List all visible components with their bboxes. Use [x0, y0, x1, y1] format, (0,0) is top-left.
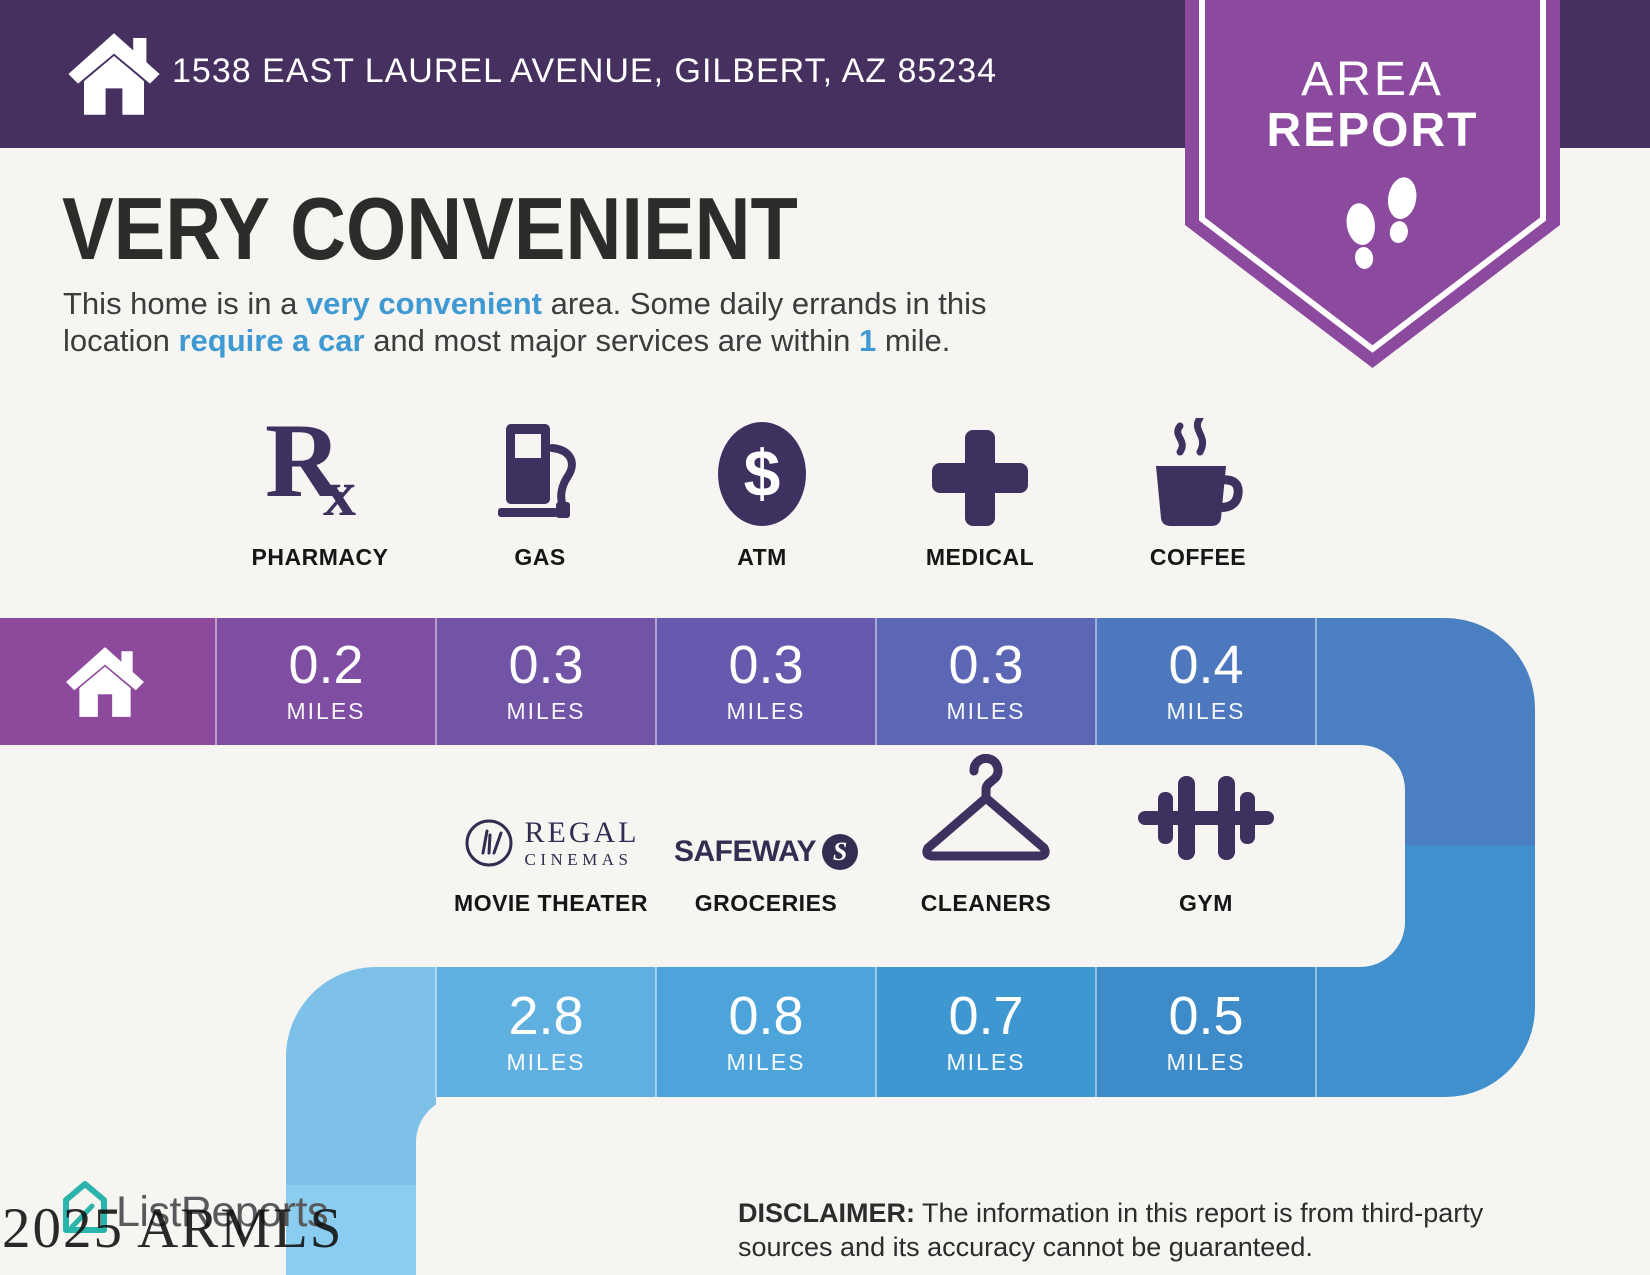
regal-wordmark: REGAL	[524, 816, 640, 849]
hanger-icon	[922, 754, 1050, 861]
safeway-wordmark: SAFEWAY	[673, 835, 817, 868]
coffee-cup-icon	[1156, 418, 1243, 526]
regal-emblem-icon	[465, 819, 512, 867]
poi-groceries: SAFEWAY S GROCERIES	[656, 752, 876, 917]
page-title: VERY CONVENIENT	[62, 179, 798, 278]
intro-text-3: and most major services are within	[364, 323, 860, 358]
rx-R: R	[265, 402, 342, 519]
distance-cell-coffee: 0.4 MILES	[1096, 618, 1316, 745]
regal-cinemas-logo: REGAL CINEMAS	[463, 816, 640, 870]
poi-label: MOVIE THEATER	[454, 890, 648, 916]
medical-cross-icon	[932, 430, 1028, 526]
distance-cell-cleaners: 0.7 MILES	[876, 967, 1096, 1097]
safeway-logo: SAFEWAY S	[673, 834, 859, 870]
distance-cell-atm: 0.3 MILES	[656, 618, 876, 745]
distance-value: 0.3	[508, 635, 584, 695]
ribbon-title: AREA REPORT	[1185, 0, 1560, 155]
area-report-ribbon	[1185, 0, 1560, 368]
listreports-house-icon	[63, 1181, 107, 1233]
armls-watermark: 2025 ARMLS	[2, 1197, 344, 1260]
poi-label: CLEANERS	[920, 890, 1052, 916]
safeway-s-icon: S	[822, 834, 859, 870]
distance-cell-gym: 0.5 MILES	[1096, 967, 1316, 1097]
ribbon-line2: REPORT	[1266, 104, 1479, 157]
dollar-symbol: $	[744, 436, 781, 510]
gas-pump-icon	[498, 424, 576, 518]
poi-gas: GAS	[430, 412, 650, 571]
poi-movie-theater: REGAL CINEMAS MOVIE THEATER	[436, 752, 666, 917]
poi-coffee: COFFEE	[1088, 412, 1308, 571]
poi-label: PHARMACY	[251, 544, 389, 570]
distance-unit: MILES	[1166, 1048, 1246, 1075]
intro-highlight-1: very convenient	[305, 286, 542, 321]
distance-unit: MILES	[286, 698, 366, 724]
distance-value: 0.2	[288, 635, 364, 695]
distance-cell-pharmacy: 0.2 MILES	[216, 618, 436, 745]
poi-label: COFFEE	[1149, 544, 1247, 570]
poi-medical: MEDICAL	[870, 412, 1090, 571]
poi-label: GAS	[514, 544, 566, 570]
rx-x: x	[323, 457, 356, 530]
intro-highlight-2: require a car	[178, 323, 365, 358]
disclaimer-text: The information in this report is from t…	[738, 1198, 1484, 1262]
distance-unit: MILES	[506, 1048, 586, 1075]
poi-pharmacy: R x PHARMACY	[210, 402, 430, 571]
disclaimer: DISCLAIMER: The information in this repo…	[738, 1196, 1568, 1264]
regal-wordmark-2: CINEMAS	[524, 850, 633, 869]
distance-unit: MILES	[1166, 698, 1246, 724]
distance-value: 0.4	[1168, 635, 1244, 695]
distance-cell-gas: 0.3 MILES	[436, 618, 656, 745]
band-home-icon	[40, 618, 170, 745]
distance-unit: MILES	[946, 1048, 1026, 1075]
distance-value: 2.8	[508, 985, 584, 1046]
poi-label: GROCERIES	[694, 890, 838, 916]
poi-label: ATM	[737, 544, 787, 570]
listreports-wordmark: ListReports	[116, 1188, 328, 1236]
distance-unit: MILES	[726, 1048, 806, 1075]
disclaimer-label: DISCLAIMER:	[738, 1198, 915, 1228]
poi-label: GYM	[1179, 890, 1233, 916]
footprints-icon	[1346, 177, 1417, 269]
distance-value: 0.7	[948, 985, 1024, 1046]
distance-value: 0.3	[948, 635, 1024, 695]
rx-icon: R x	[265, 402, 375, 530]
distance-value: 0.8	[728, 985, 804, 1046]
distance-cell-medical: 0.3 MILES	[876, 618, 1096, 745]
intro-highlight-3: 1	[859, 323, 877, 358]
band-segments	[0, 618, 1535, 1275]
dumbbell-icon	[1138, 776, 1274, 860]
property-address: 1538 EAST LAUREL AVENUE, GILBERT, AZ 852…	[172, 52, 998, 90]
ribbon-line1: AREA	[1301, 53, 1444, 106]
intro-text-2a: area. Some daily errands in this	[541, 286, 987, 321]
distance-unit: MILES	[506, 698, 586, 724]
home-icon	[68, 33, 160, 115]
poi-label: MEDICAL	[925, 544, 1035, 570]
intro-text-2b: location	[63, 323, 179, 358]
poi-cleaners: CLEANERS	[876, 752, 1096, 917]
poi-atm: $ ATM	[652, 412, 872, 571]
distance-unit: MILES	[946, 698, 1026, 724]
ribbon-inner-border	[1199, 0, 1546, 353]
distance-value: 0.3	[728, 635, 804, 695]
dollar-circle-icon: $	[718, 422, 806, 526]
intro-text-1: This home is in a	[63, 286, 306, 321]
intro-paragraph: This home is in a very convenient area. …	[63, 285, 1133, 359]
distance-unit: MILES	[726, 698, 806, 724]
distance-cell-groceries: 0.8 MILES	[656, 967, 876, 1097]
intro-text-4: mile.	[876, 323, 951, 358]
listreports-logo: ListReports	[62, 1180, 328, 1237]
distance-cell-movie-theater: 2.8 MILES	[436, 967, 656, 1097]
home-icon-band	[66, 646, 144, 717]
distance-value: 0.5	[1168, 985, 1244, 1046]
poi-gym: GYM	[1096, 752, 1316, 917]
